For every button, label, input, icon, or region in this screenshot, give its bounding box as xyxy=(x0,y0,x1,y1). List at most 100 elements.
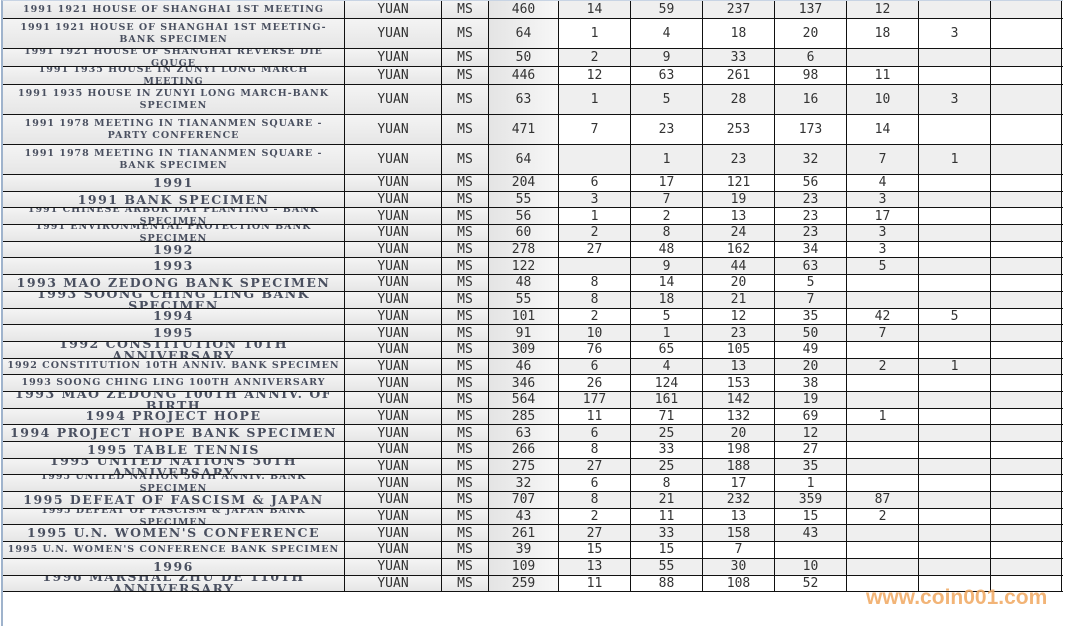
grade-cell: MS xyxy=(442,542,489,558)
grade-count-cell: 55 xyxy=(631,558,703,575)
grade-count-cell: 3 xyxy=(847,225,919,241)
grade-count-cell: 5 xyxy=(631,308,703,325)
grade-count-cell: 33 xyxy=(631,525,703,542)
grade-count-cell: 98 xyxy=(775,67,847,84)
grade-count-cell xyxy=(847,475,919,492)
total-cell: 91 xyxy=(489,325,559,341)
grade-count-cell xyxy=(847,291,919,308)
grade-count-cell: 16 xyxy=(775,85,847,114)
grade-count-cell: 21 xyxy=(631,492,703,508)
grade-count-cell xyxy=(919,208,991,225)
grade-count-cell xyxy=(847,341,919,358)
grade-count-cell: 38 xyxy=(775,375,847,391)
coin-description: 1993 MAO ZEDONG BANK SPECIMEN xyxy=(3,275,345,291)
grade-count-cell xyxy=(847,542,919,558)
grade-count-cell xyxy=(991,291,1062,308)
total-cell: 471 xyxy=(489,115,559,144)
grade-count-cell: 26 xyxy=(559,375,631,391)
currency-cell: YUAN xyxy=(345,508,442,525)
grade-cell: MS xyxy=(442,241,489,258)
grade-count-cell: 3 xyxy=(847,191,919,208)
coin-description: 1995 TABLE TENNIS xyxy=(3,442,345,458)
grade-cell: MS xyxy=(442,115,489,144)
grade-count-cell: 105 xyxy=(703,341,775,358)
currency-cell: YUAN xyxy=(345,475,442,492)
coin-description: 1994 xyxy=(3,308,345,325)
currency-cell: YUAN xyxy=(345,391,442,408)
grade-cell: MS xyxy=(442,49,489,66)
grade-count-cell: 27 xyxy=(559,458,631,475)
table-row: 1991 1978 MEETING IN TIANANMEN SQUARE - … xyxy=(3,115,1063,145)
total-cell: 309 xyxy=(489,341,559,358)
grade-count-cell xyxy=(919,425,991,441)
grade-count-cell: 49 xyxy=(775,341,847,358)
grade-count-cell xyxy=(847,558,919,575)
currency-cell: YUAN xyxy=(345,425,442,441)
grade-count-cell: 1 xyxy=(919,145,991,174)
grade-count-cell: 20 xyxy=(703,275,775,291)
currency-cell: YUAN xyxy=(345,175,442,191)
coin-description: 1993 MAO ZEDONG 100TH ANNIV. OF BIRTH xyxy=(3,391,345,408)
total-cell: 259 xyxy=(489,575,559,592)
grade-cell: MS xyxy=(442,145,489,174)
grade-count-cell xyxy=(991,475,1062,492)
grade-count-cell xyxy=(991,145,1062,174)
grade-count-cell xyxy=(919,492,991,508)
grade-count-cell xyxy=(847,458,919,475)
total-cell: 275 xyxy=(489,458,559,475)
coin-description: 1991 ENVIRONMENTAL PROTECTION BANK SPECI… xyxy=(3,225,345,241)
grade-count-cell: 12 xyxy=(775,425,847,441)
grade-count-cell: 88 xyxy=(631,575,703,592)
grade-count-cell xyxy=(991,241,1062,258)
grade-cell: MS xyxy=(442,391,489,408)
currency-cell: YUAN xyxy=(345,275,442,291)
grade-count-cell: 8 xyxy=(559,291,631,308)
grade-count-cell: 198 xyxy=(703,442,775,458)
grade-count-cell: 10 xyxy=(847,85,919,114)
grade-count-cell xyxy=(991,575,1062,592)
grade-count-cell: 261 xyxy=(703,67,775,84)
grade-count-cell: 28 xyxy=(703,85,775,114)
grade-count-cell: 142 xyxy=(703,391,775,408)
grade-count-cell xyxy=(991,341,1062,358)
grade-count-cell xyxy=(919,115,991,144)
grade-count-cell xyxy=(919,241,991,258)
currency-cell: YUAN xyxy=(345,258,442,275)
grade-count-cell: 5 xyxy=(775,275,847,291)
grade-count-cell: 173 xyxy=(775,115,847,144)
grade-count-cell xyxy=(919,258,991,275)
grade-count-cell: 8 xyxy=(631,225,703,241)
grade-count-cell xyxy=(991,425,1062,441)
coin-description: 1992 CONSTITUTION 10TH ANNIV. BANK SPECI… xyxy=(3,358,345,375)
watermark: www.coin001.com xyxy=(866,586,1048,609)
coin-description: 1993 SOONG CHING LING BANK SPECIMEN xyxy=(3,291,345,308)
grade-count-cell xyxy=(919,375,991,391)
grade-count-cell xyxy=(919,291,991,308)
coin-description: 1991 1921 HOUSE OF SHANGHAI 1ST MEETING-… xyxy=(3,19,345,48)
grade-cell: MS xyxy=(442,325,489,341)
grade-count-cell: 4 xyxy=(847,175,919,191)
grade-count-cell xyxy=(919,225,991,241)
grade-count-cell: 1 xyxy=(919,358,991,375)
grade-count-cell xyxy=(991,191,1062,208)
grade-cell: MS xyxy=(442,408,489,425)
total-cell: 346 xyxy=(489,375,559,391)
currency-cell: YUAN xyxy=(345,325,442,341)
grade-count-cell: 23 xyxy=(775,191,847,208)
coin-description: 1992 xyxy=(3,241,345,258)
coin-description: 1991 1935 HOUSE IN ZUNYI LONG MARCH MEET… xyxy=(3,67,345,84)
grade-count-cell xyxy=(847,275,919,291)
total-cell: 43 xyxy=(489,508,559,525)
grade-count-cell xyxy=(847,525,919,542)
total-cell: 204 xyxy=(489,175,559,191)
currency-cell: YUAN xyxy=(345,1,442,18)
grade-count-cell: 32 xyxy=(775,145,847,174)
currency-cell: YUAN xyxy=(345,458,442,475)
currency-cell: YUAN xyxy=(345,145,442,174)
grade-count-cell: 12 xyxy=(847,1,919,18)
grade-count-cell: 50 xyxy=(775,325,847,341)
grade-cell: MS xyxy=(442,508,489,525)
grade-count-cell: 1 xyxy=(775,475,847,492)
total-cell: 50 xyxy=(489,49,559,66)
coin-description: 1991 1935 HOUSE IN ZUNYI LONG MARCH-BANK… xyxy=(3,85,345,114)
